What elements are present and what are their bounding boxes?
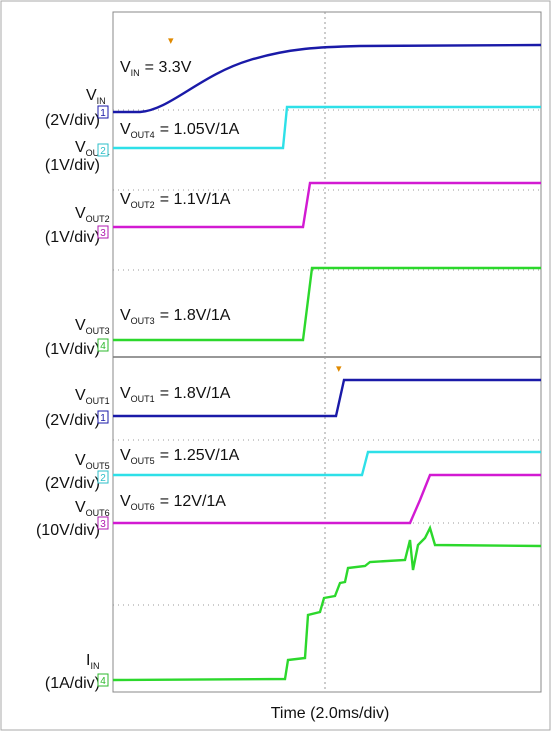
annotation-text: = 1.8V/1A (160, 307, 231, 324)
symbol: V (75, 387, 86, 404)
annotation: VOUT3 = 1.8V/1A (120, 307, 231, 326)
annotation: VOUT4 = 1.05V/1A (120, 121, 240, 140)
channel-number: 1 (100, 108, 106, 119)
subscript: OUT5 (131, 456, 155, 466)
trace-vout5 (113, 450, 541, 477)
symbol: V (75, 499, 86, 516)
scale: (2V/div) (45, 112, 100, 129)
subscript: OUT6 (131, 502, 155, 512)
subscript: OUT1 (86, 396, 110, 406)
symbol: V (120, 121, 131, 138)
channel-box (97, 673, 109, 687)
subscript: OUT2 (86, 214, 110, 224)
channel-number: 4 (100, 676, 106, 687)
subscript: OUT1 (131, 394, 155, 404)
subscript: OUT6 (86, 508, 110, 518)
symbol: V (75, 205, 86, 222)
symbol: I (86, 652, 90, 669)
symbol: V (75, 139, 86, 156)
subscript: OUT3 (131, 316, 155, 326)
subscript: IN (131, 68, 140, 78)
trace-vout2 (113, 181, 541, 229)
annotation: VOUT6 = 12V/1A (120, 493, 226, 512)
channel-number: 1 (100, 413, 106, 424)
scale: (1V/div) (45, 229, 100, 246)
channel-box (97, 225, 109, 239)
channel-box (97, 516, 109, 530)
scale: (1V/div) (45, 157, 100, 174)
subscript: IN (90, 661, 99, 671)
channel-number: 3 (100, 228, 106, 239)
trace-name: VOUT6 (75, 499, 110, 518)
symbol: V (120, 59, 131, 76)
trace-vout3 (113, 266, 541, 342)
channel-box (97, 410, 109, 424)
scale: (2V/div) (45, 475, 100, 492)
x-axis-label: Time (2.0ms/div) (271, 705, 390, 722)
symbol: V (75, 452, 86, 469)
screen: ▾ ▾ (112, 11, 542, 693)
trace-name: VOUT1 (75, 387, 110, 406)
channel-box (97, 105, 109, 119)
channel-number: 2 (100, 473, 106, 484)
annotation-text: = 1.25V/1A (160, 447, 240, 464)
trace-name: VIN (86, 87, 106, 106)
trace-vout4 (113, 105, 541, 150)
scale: (2V/div) (45, 412, 100, 429)
annotation-text: = 12V/1A (160, 493, 227, 510)
subscript: OUT3 (86, 326, 110, 336)
subscript: OUT5 (86, 461, 110, 471)
trigger-marker: ▾ (168, 35, 174, 47)
annotation-text: = 3.3V (145, 59, 192, 76)
trace-vout1 (113, 378, 541, 418)
channel-number: 3 (100, 519, 106, 530)
trace-name: IIN (86, 652, 99, 671)
trace-name: VOUT3 (75, 317, 110, 336)
symbol: V (120, 307, 131, 324)
channel-box (97, 338, 109, 352)
trace-vout6 (113, 473, 541, 525)
trace-name: VOUT5 (75, 452, 110, 471)
annotation-text: = 1.1V/1A (160, 191, 231, 208)
scale: (1A/div) (45, 675, 100, 692)
subscript: OUT4 (131, 130, 155, 140)
scale: (1V/div) (45, 341, 100, 358)
symbol: V (120, 447, 131, 464)
trace-name: VOUT2 (75, 205, 110, 224)
scale: (10V/div) (36, 522, 100, 539)
channel-box (97, 470, 109, 484)
trace-vin (113, 43, 542, 114)
annotation: VOUT1 = 1.8V/1A (120, 385, 231, 404)
channel-number: 2 (100, 146, 106, 157)
trigger-marker: ▾ (336, 363, 342, 375)
annotation-text: = 1.8V/1A (160, 385, 231, 402)
subscript: OUT2 (131, 200, 155, 210)
annotation: VIN = 3.3V (120, 59, 192, 78)
channel-box (97, 143, 109, 157)
screen-border (112, 11, 542, 693)
channel-number: 4 (100, 341, 106, 352)
annotation-text: = 1.05V/1A (160, 121, 240, 138)
symbol: V (75, 317, 86, 334)
symbol: V (86, 87, 97, 104)
labels: VIN(2V/div)1VOUT4(1V/div)2VOUT2(1V/div)3… (36, 59, 240, 692)
trace-iin (112, 524, 542, 682)
annotation: VOUT5 = 1.25V/1A (120, 447, 240, 466)
subscript: IN (97, 96, 106, 106)
symbol: V (120, 493, 131, 510)
symbol: V (120, 191, 131, 208)
symbol: V (120, 385, 131, 402)
annotation: VOUT2 = 1.1V/1A (120, 191, 231, 210)
